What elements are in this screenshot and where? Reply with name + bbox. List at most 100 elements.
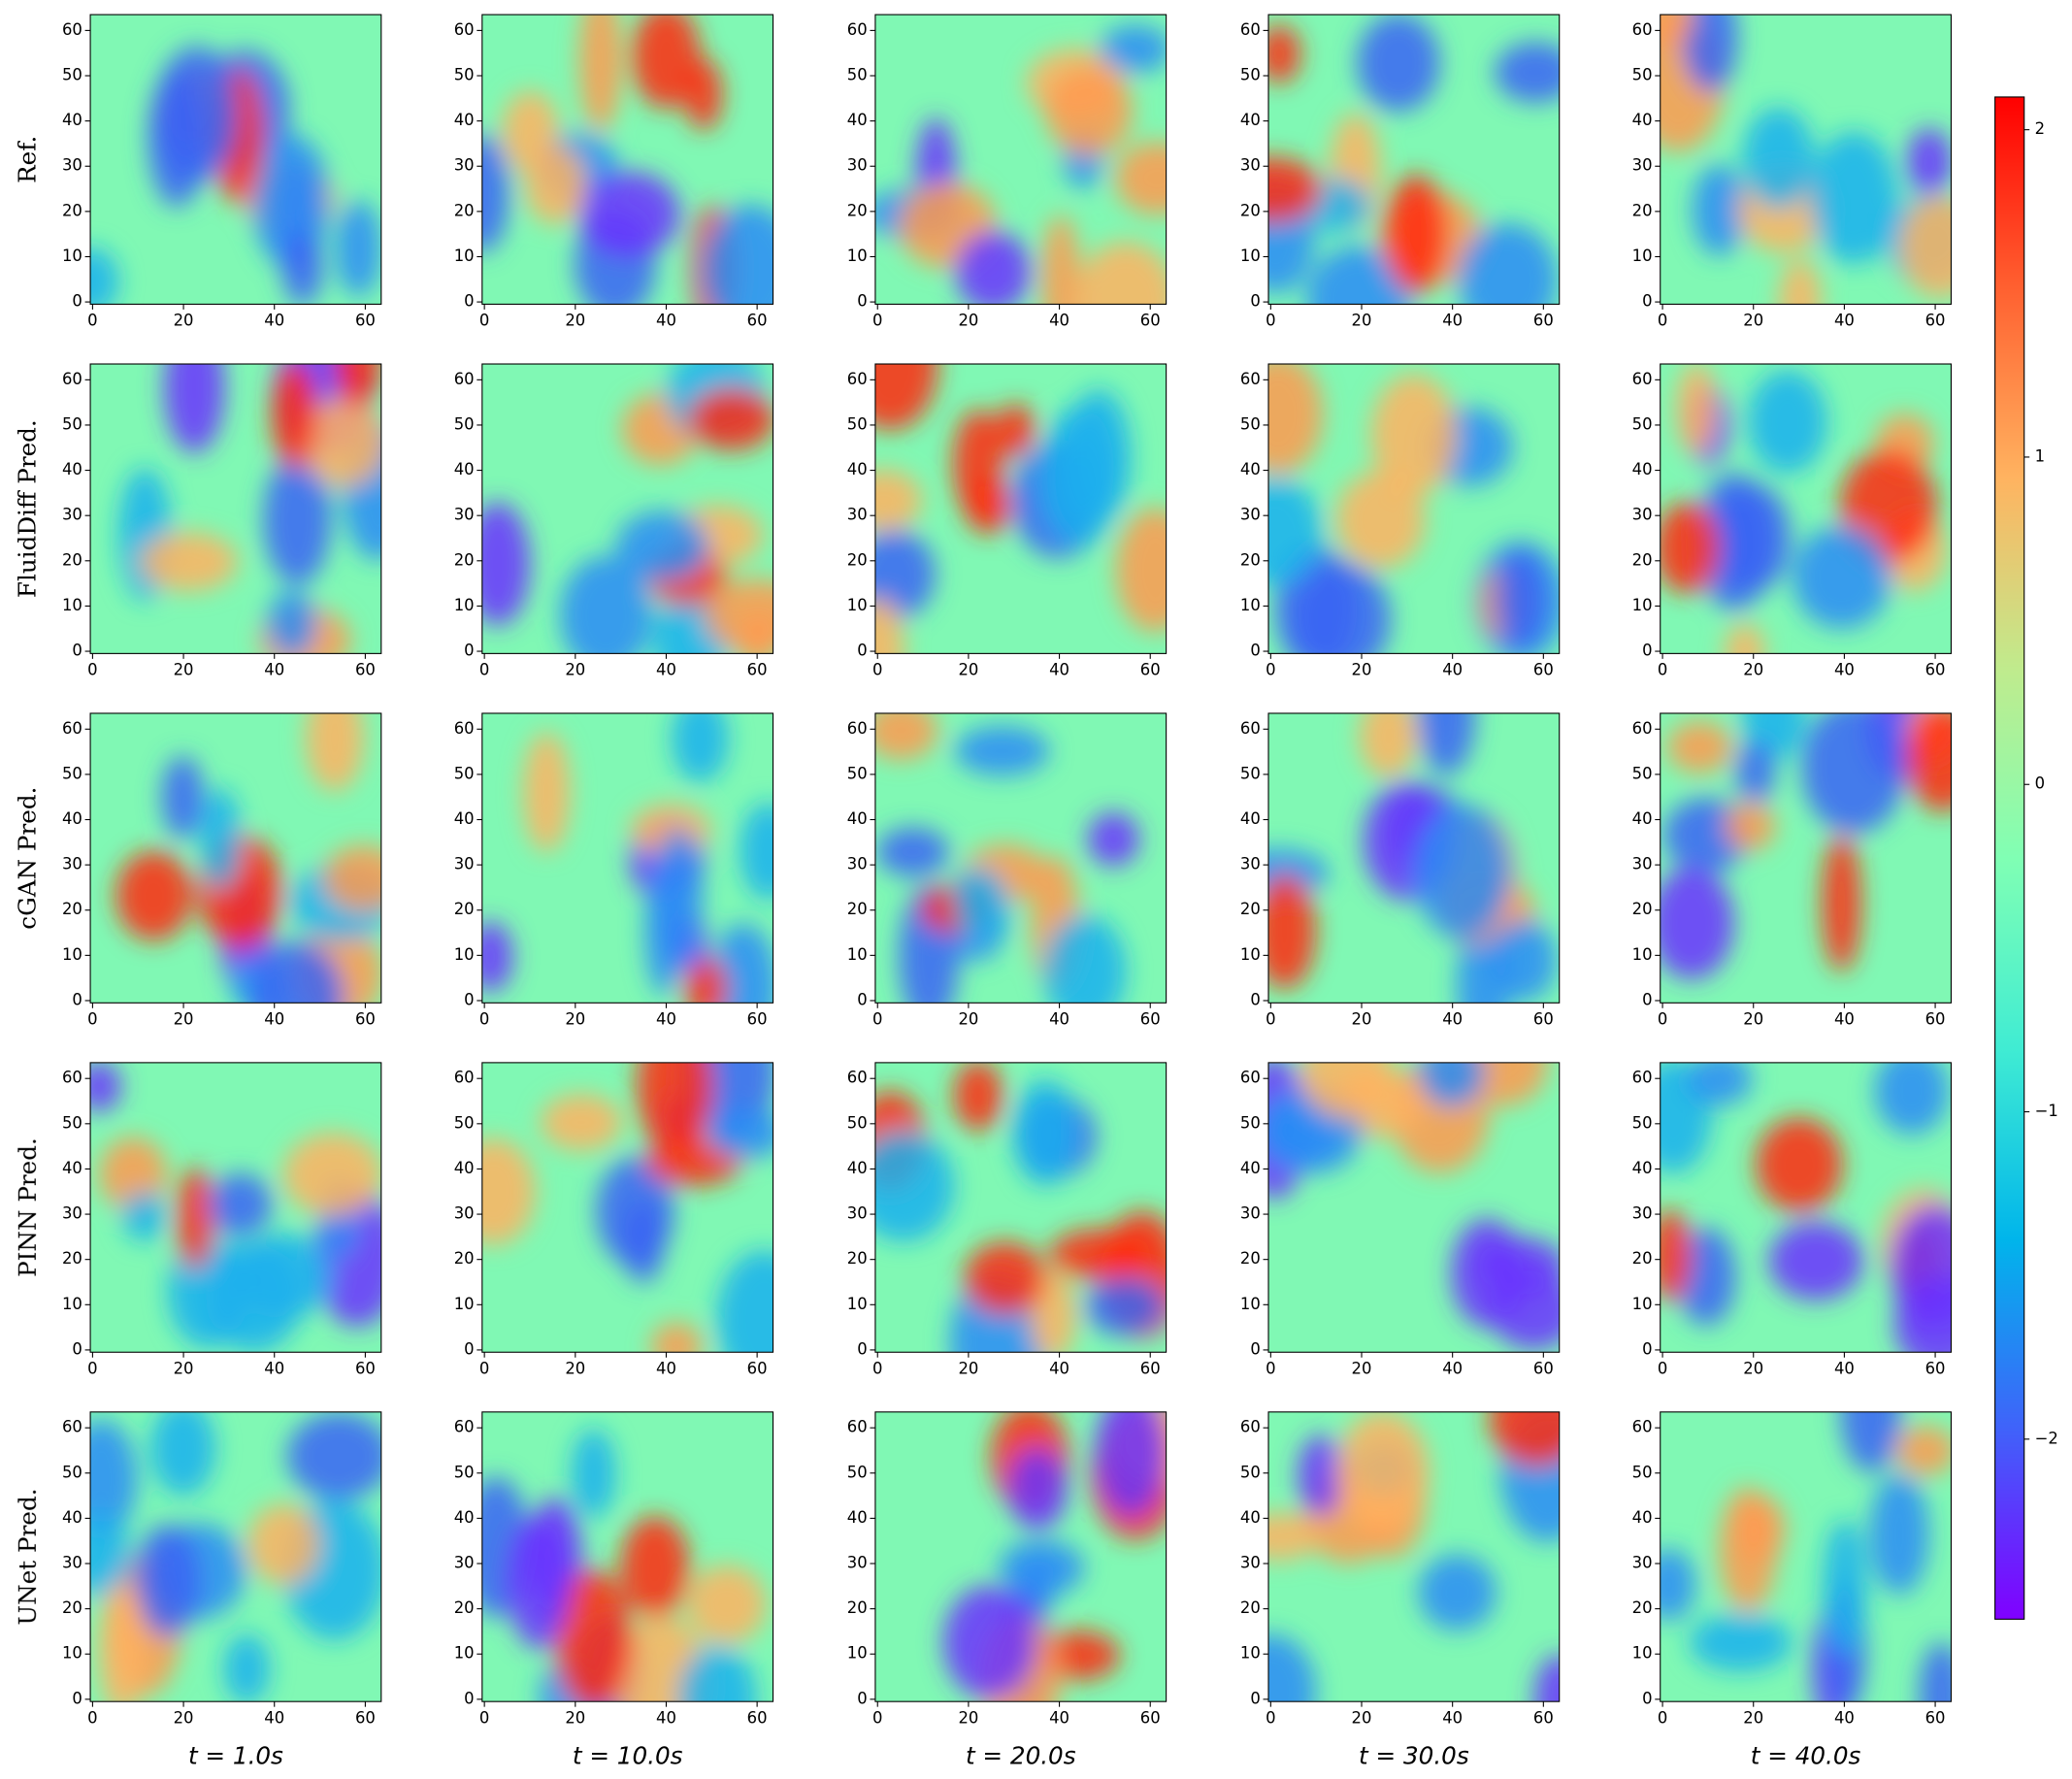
field [874, 712, 1167, 1004]
y-tick-label: 50 [847, 764, 868, 782]
y-tick-label: 50 [1240, 414, 1261, 433]
x-tick-label: 0 [1266, 1360, 1275, 1378]
field-blob [1689, 1613, 1792, 1672]
y-tick-label: 40 [847, 1159, 868, 1177]
x-tick-label: 20 [565, 312, 585, 330]
y-tick-label: 50 [1632, 1463, 1653, 1481]
y-tick-label: 30 [1240, 855, 1261, 873]
y-tick-label: 60 [454, 20, 475, 39]
x-tick-label: 60 [747, 312, 768, 330]
x-tick-label: 60 [1533, 312, 1554, 330]
field-blob [1100, 24, 1167, 74]
y-tick-label: 0 [72, 1339, 82, 1358]
field [481, 364, 773, 654]
field-blob [688, 387, 773, 451]
x-tick-label: 40 [264, 661, 284, 679]
field-blob [305, 712, 364, 792]
field-blob [1458, 223, 1559, 305]
field-blob [704, 578, 773, 653]
x-tick-label: 20 [1743, 1360, 1763, 1378]
field-blobs [90, 1411, 381, 1702]
field-blob [208, 1172, 273, 1236]
y-tick-label: 0 [1250, 1339, 1260, 1358]
y-tick-label: 50 [1240, 764, 1261, 782]
y-tick-label: 40 [62, 1159, 82, 1177]
field-blob [1748, 370, 1827, 474]
field-blob [1895, 1426, 1952, 1476]
subplot: 0 20 40 60 0 10 20 30 40 50 60 [1632, 1411, 1953, 1727]
field-blob [267, 589, 317, 654]
column-label: t = 30.0s [1359, 1742, 1469, 1770]
y-tick-label: 40 [454, 460, 475, 478]
y-tick-label: 60 [1632, 370, 1653, 388]
y-tick-label: 30 [454, 1204, 475, 1223]
field-blob [90, 1512, 131, 1598]
field-blob [154, 46, 239, 182]
subplot: 0 20 40 60 0 10 20 30 40 50 60 [454, 1062, 774, 1378]
x-tick-label: 60 [747, 661, 768, 679]
column-label: t = 40.0s [1751, 1742, 1861, 1770]
field-blob [1268, 1633, 1317, 1702]
field-blob [1384, 174, 1447, 294]
subplot: 0 20 40 60 0 10 20 30 40 50 60 [1240, 363, 1561, 679]
x-tick-label: 0 [479, 1360, 489, 1378]
x-tick-label: 40 [1834, 1360, 1855, 1378]
x-tick-label: 60 [355, 1708, 376, 1727]
field-blob [336, 200, 381, 297]
x-tick-label: 0 [872, 1708, 882, 1727]
y-tick-label: 0 [72, 642, 82, 660]
y-tick-label: 10 [847, 945, 868, 964]
y-tick-label: 20 [1632, 1598, 1653, 1617]
field-blob [1919, 1641, 1952, 1702]
y-tick-label: 40 [1632, 809, 1653, 828]
field-blob [687, 1565, 767, 1644]
y-tick-label: 60 [454, 370, 475, 388]
colorbar [1994, 96, 2025, 1620]
x-tick-label: 0 [87, 1360, 97, 1378]
y-tick-label: 20 [454, 201, 475, 219]
axes-frame [89, 712, 382, 1004]
y-tick-label: 30 [847, 855, 868, 873]
y-tick-label: 30 [1632, 1204, 1653, 1223]
y-tick-label: 60 [1632, 719, 1653, 738]
field-blobs [1268, 1062, 1560, 1350]
y-tick-label: 60 [454, 719, 475, 738]
field-blob [247, 940, 344, 1004]
x-tick-label: 40 [1049, 1360, 1069, 1378]
y-tick-label: 0 [1250, 990, 1260, 1008]
field-blob [1768, 1221, 1863, 1301]
y-tick-label: 20 [1240, 1598, 1261, 1617]
x-tick-label: 20 [1743, 1010, 1763, 1029]
field-blob [874, 1130, 955, 1242]
x-tick-label: 20 [1743, 1708, 1763, 1727]
field-blob [1370, 374, 1457, 496]
field-blob [654, 827, 704, 965]
y-tick-label: 40 [1632, 111, 1653, 129]
x-tick-label: 20 [1743, 661, 1763, 679]
y-tick-label: 40 [454, 1159, 475, 1177]
field-blob [1676, 1227, 1736, 1326]
y-tick-label: 0 [72, 1689, 82, 1707]
y-tick-label: 60 [1240, 370, 1261, 388]
field [1660, 1062, 1952, 1353]
x-tick-label: 40 [264, 1360, 284, 1378]
x-tick-label: 40 [1834, 1010, 1855, 1029]
row-label: UNet Pred. [14, 1488, 42, 1625]
x-tick-label: 40 [1442, 1708, 1463, 1727]
field-blobs [874, 364, 1167, 654]
field-blob [1725, 802, 1776, 851]
y-tick-label: 40 [847, 809, 868, 828]
field-blob [322, 844, 381, 912]
field-blob [335, 364, 381, 408]
y-tick-label: 50 [454, 764, 475, 782]
colorbar-tick-label: 1 [2035, 446, 2045, 465]
y-tick-label: 30 [62, 1554, 82, 1572]
y-tick-label: 40 [62, 809, 82, 828]
field [874, 1411, 1167, 1702]
x-tick-label: 0 [1658, 1708, 1667, 1727]
y-tick-label: 40 [454, 1508, 475, 1527]
axes-frame [1660, 1062, 1953, 1353]
y-tick-label: 10 [62, 945, 82, 964]
x-tick-label: 40 [1442, 1360, 1463, 1378]
x-tick-label: 20 [565, 1708, 585, 1727]
